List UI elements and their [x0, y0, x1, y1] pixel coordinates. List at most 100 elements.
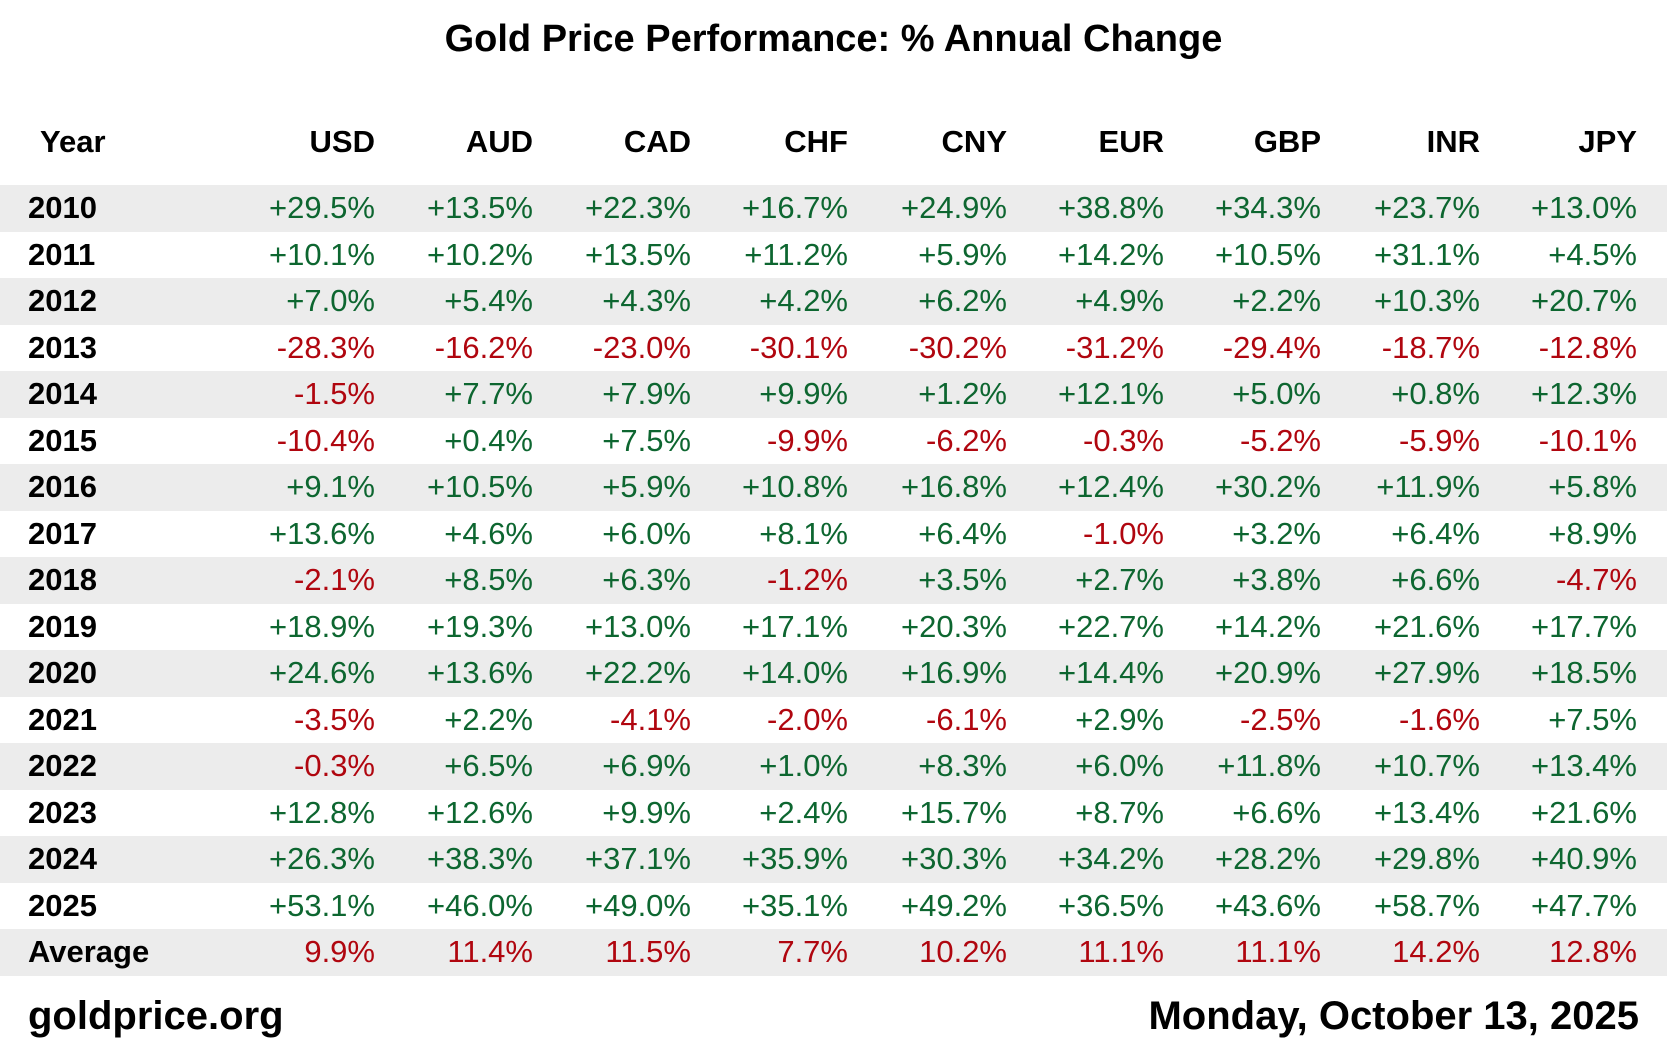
change-value: +13.4%: [1373, 794, 1480, 830]
change-value: +19.3%: [426, 608, 533, 644]
table-row: [0, 836, 1667, 883]
change-value: -18.7%: [1381, 329, 1480, 365]
column-header: AUD: [465, 124, 533, 159]
change-value: +27.9%: [1373, 655, 1480, 690]
change-value: +11.2%: [744, 236, 848, 272]
change-value: -1.5%: [294, 376, 375, 411]
change-value: +47.7%: [1530, 887, 1637, 923]
change-value: +18.9%: [268, 608, 375, 644]
change-value: -29.4%: [1222, 329, 1321, 365]
change-value: +3.8%: [1232, 562, 1321, 597]
change-value: +26.3%: [268, 841, 375, 876]
change-value: +13.6%: [426, 655, 533, 690]
year-cell: 2024: [28, 841, 97, 876]
change-value: +6.4%: [1391, 515, 1480, 551]
year-cell: 2012: [28, 283, 97, 318]
change-value: +38.3%: [426, 841, 533, 876]
change-value: +2.7%: [1075, 562, 1164, 597]
change-value: +16.9%: [900, 655, 1007, 690]
change-value: +22.3%: [584, 190, 691, 225]
change-value: -9.9%: [767, 422, 848, 458]
average-value: 9.9%: [304, 934, 375, 969]
change-value: -6.2%: [926, 422, 1007, 458]
change-value: +5.8%: [1548, 469, 1637, 504]
change-value: +7.5%: [1548, 701, 1637, 737]
change-value: +16.7%: [741, 190, 848, 225]
change-value: +20.3%: [900, 608, 1007, 644]
change-value: +24.9%: [900, 190, 1007, 225]
change-value: +12.4%: [1057, 469, 1164, 504]
change-value: +6.0%: [602, 515, 691, 551]
change-value: +13.5%: [584, 236, 691, 272]
column-header: INR: [1426, 124, 1480, 159]
change-value: +3.2%: [1232, 515, 1321, 551]
change-value: -3.5%: [294, 701, 375, 737]
column-header: JPY: [1578, 124, 1637, 159]
change-value: +13.0%: [584, 608, 691, 644]
change-value: +8.1%: [759, 515, 848, 551]
change-value: +9.9%: [602, 794, 691, 830]
change-value: +0.8%: [1391, 376, 1480, 411]
change-value: +35.9%: [741, 841, 848, 876]
change-value: +7.0%: [286, 283, 375, 318]
change-value: +30.3%: [900, 841, 1007, 876]
average-value: 7.7%: [777, 934, 848, 969]
change-value: -1.0%: [1083, 515, 1164, 551]
year-cell: 2021: [28, 701, 97, 737]
change-value: +17.7%: [1530, 608, 1637, 644]
change-value: +14.2%: [1214, 608, 1321, 644]
change-value: +2.2%: [1232, 283, 1321, 318]
change-value: +11.8%: [1217, 748, 1321, 783]
table-row: [0, 743, 1667, 790]
change-value: +7.7%: [444, 376, 533, 411]
change-value: +53.1%: [268, 887, 375, 923]
table-row: [0, 650, 1667, 697]
date-label: Monday, October 13, 2025: [1148, 994, 1639, 1038]
change-value: +6.9%: [602, 748, 691, 783]
change-value: -2.1%: [294, 562, 375, 597]
change-value: +13.0%: [1530, 190, 1637, 225]
source-label: goldprice.org: [28, 994, 284, 1038]
change-value: +16.8%: [900, 469, 1007, 504]
change-value: +4.5%: [1548, 236, 1637, 272]
change-value: +37.1%: [584, 841, 691, 876]
change-value: +6.2%: [918, 283, 1007, 318]
change-value: +31.1%: [1373, 236, 1480, 272]
change-value: -28.3%: [276, 329, 375, 365]
change-value: +23.7%: [1373, 190, 1480, 225]
change-value: +2.4%: [759, 794, 848, 830]
change-value: -5.9%: [1399, 422, 1480, 458]
column-header: USD: [309, 124, 375, 159]
change-value: +3.5%: [918, 562, 1007, 597]
change-value: -10.1%: [1538, 422, 1637, 458]
average-value: 11.4%: [447, 934, 533, 969]
change-value: -10.4%: [276, 422, 375, 458]
column-header: CHF: [784, 124, 848, 159]
year-cell: 2025: [28, 887, 97, 923]
change-value: +29.8%: [1373, 841, 1480, 876]
change-value: +5.9%: [602, 469, 691, 504]
change-value: +9.9%: [759, 376, 848, 411]
average-value: 11.1%: [1078, 934, 1164, 969]
change-value: +10.8%: [741, 469, 848, 504]
average-row: [0, 929, 1667, 976]
year-cell: 2011: [28, 236, 96, 272]
year-cell: 2018: [28, 562, 97, 597]
change-value: +10.2%: [426, 236, 533, 272]
change-value: +22.7%: [1057, 608, 1164, 644]
change-value: +35.1%: [741, 887, 848, 923]
change-value: +38.8%: [1057, 190, 1164, 225]
change-value: -23.0%: [592, 329, 691, 365]
chart-title: Gold Price Performance: % Annual Change: [444, 18, 1223, 60]
change-value: -4.1%: [610, 701, 691, 737]
change-value: +40.9%: [1530, 841, 1637, 876]
change-value: +6.4%: [918, 515, 1007, 551]
change-value: +43.6%: [1214, 887, 1321, 923]
change-value: +8.5%: [444, 562, 533, 597]
change-value: +1.0%: [759, 748, 848, 783]
change-value: +1.2%: [918, 376, 1007, 411]
change-value: +13.4%: [1530, 748, 1637, 783]
change-value: -31.2%: [1065, 329, 1164, 365]
change-value: +5.9%: [918, 236, 1007, 272]
change-value: +10.5%: [1214, 236, 1321, 272]
